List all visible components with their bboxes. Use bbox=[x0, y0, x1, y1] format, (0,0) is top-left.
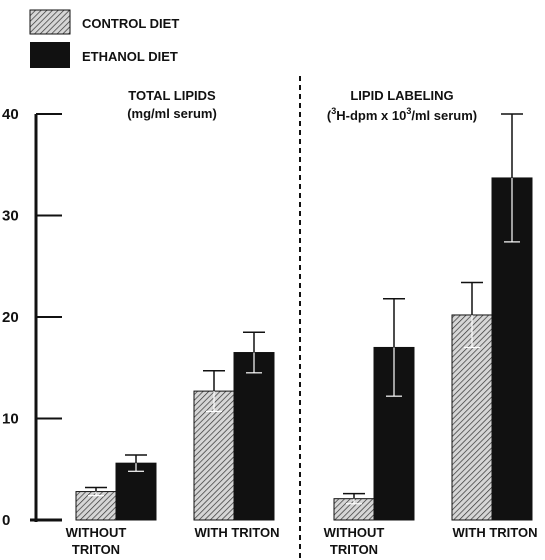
error-bar-p1-c2-ethanol bbox=[243, 331, 265, 374]
category-label-p2-c1: WITHOUT bbox=[324, 525, 385, 540]
legend-swatch-ethanol bbox=[30, 42, 70, 68]
panel-title-lipid-labeling: LIPID LABELING bbox=[350, 88, 453, 103]
category-labels: WITHOUT TRITON WITH TRITON WITHOUT TRITON WIT… bbox=[66, 525, 538, 557]
panel-title-total-lipids: TOTAL LIPIDS bbox=[128, 88, 216, 103]
y-tick-label-10: 10 bbox=[2, 411, 19, 428]
bar-p1-c2-control bbox=[193, 390, 235, 521]
category-label-p2-c2: WITH TRITON bbox=[453, 525, 538, 540]
legend-label-ethanol: ETHANOL DIET bbox=[82, 49, 178, 64]
error-bar-p2-c2-ethanol bbox=[501, 113, 523, 243]
legend: CONTROL DIET ETHANOL DIET bbox=[29, 9, 179, 68]
category-label-p1-c1: WITHOUT bbox=[66, 525, 127, 540]
bar-p1-c1-ethanol bbox=[115, 462, 157, 521]
error-bar-p1-c1-control bbox=[85, 486, 107, 497]
bar-p1-c2-ethanol bbox=[233, 352, 275, 521]
error-bar-p2-c2-control bbox=[461, 281, 483, 349]
legend-label-control: CONTROL DIET bbox=[82, 16, 179, 31]
y-tick-label-30: 30 bbox=[2, 208, 19, 225]
category-label-p1-c1-line2: TRITON bbox=[72, 542, 120, 557]
panel-subtitle-total-lipids: (mg/ml serum) bbox=[127, 106, 217, 121]
legend-swatch-control bbox=[29, 9, 71, 35]
error-bar-p1-c2-control bbox=[203, 370, 225, 412]
bars bbox=[75, 113, 533, 521]
error-bar-p2-c1-control bbox=[343, 492, 365, 505]
category-label-p2-c1-line2: TRITON bbox=[330, 542, 378, 557]
error-bar-p1-c1-ethanol bbox=[125, 454, 147, 472]
error-bar-p2-c1-ethanol bbox=[383, 297, 405, 397]
y-tick-label-20: 20 bbox=[2, 309, 19, 326]
panel-subtitle-lipid-labeling: (3H-dpm x 103/ml serum) bbox=[327, 106, 477, 123]
y-axis: 0 10 20 30 40 bbox=[2, 106, 62, 529]
category-label-p1-c2: WITH TRITON bbox=[195, 525, 280, 540]
y-tick-label-0: 0 bbox=[2, 512, 10, 529]
y-tick-label-40: 40 bbox=[2, 106, 19, 123]
